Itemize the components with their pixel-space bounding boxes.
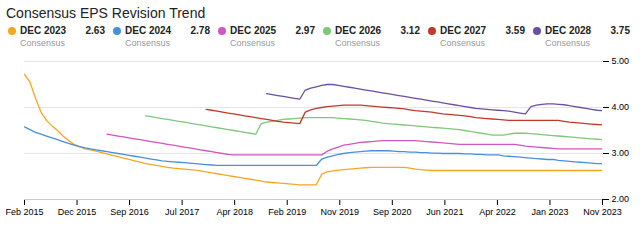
html-text:DEC 2024: DEC 2024 xyxy=(125,25,172,36)
svg-text:Apr 2022: Apr 2022 xyxy=(479,207,516,217)
svg-text:Nov 2023: Nov 2023 xyxy=(583,207,622,217)
html-text:DEC 2025: DEC 2025 xyxy=(230,25,277,36)
svg-text:Feb 2019: Feb 2019 xyxy=(268,207,306,217)
html-text:3.75: 3.75 xyxy=(610,25,630,36)
svg-text:Dec 2015: Dec 2015 xyxy=(58,207,97,217)
html-text:3.12: 3.12 xyxy=(400,25,420,36)
html-text:2.97: 2.97 xyxy=(295,25,315,36)
html-text:DEC 2023: DEC 2023 xyxy=(20,25,67,36)
html-text:Consensus: Consensus xyxy=(230,38,275,48)
html-text:DEC 2028: DEC 2028 xyxy=(545,25,592,36)
html-text:2.78: 2.78 xyxy=(190,25,210,36)
html-text:Consensus: Consensus xyxy=(335,38,380,48)
svg-text:Sep 2020: Sep 2020 xyxy=(373,207,412,217)
html-text:Consensus: Consensus xyxy=(125,38,170,48)
svg-text:Sep 2016: Sep 2016 xyxy=(110,207,149,217)
svg-text:Jun 2021: Jun 2021 xyxy=(426,207,463,217)
html-text:2.63: 2.63 xyxy=(85,25,105,36)
svg-text:Jan 2023: Jan 2023 xyxy=(531,207,568,217)
html-text:DEC 2027: DEC 2027 xyxy=(440,25,487,36)
html-text:Consensus: Consensus xyxy=(440,38,485,48)
svg-text:5.00: 5.00 xyxy=(612,56,630,66)
html-text:3.59: 3.59 xyxy=(505,25,525,36)
svg-text:Nov 2019: Nov 2019 xyxy=(321,207,360,217)
html-text:Consensus: Consensus xyxy=(545,38,590,48)
svg-text:Feb 2015: Feb 2015 xyxy=(5,207,43,217)
html-text:Consensus: Consensus xyxy=(20,38,65,48)
html-text:DEC 2026: DEC 2026 xyxy=(335,25,382,36)
svg-text:Jul 2017: Jul 2017 xyxy=(165,207,199,217)
html-text:Consensus EPS Revision Trend: Consensus EPS Revision Trend xyxy=(6,5,206,21)
svg-text:4.00: 4.00 xyxy=(612,102,630,112)
svg-text:Apr 2018: Apr 2018 xyxy=(216,207,253,217)
svg-text:3.00: 3.00 xyxy=(612,148,630,158)
svg-text:2.00: 2.00 xyxy=(612,194,630,204)
